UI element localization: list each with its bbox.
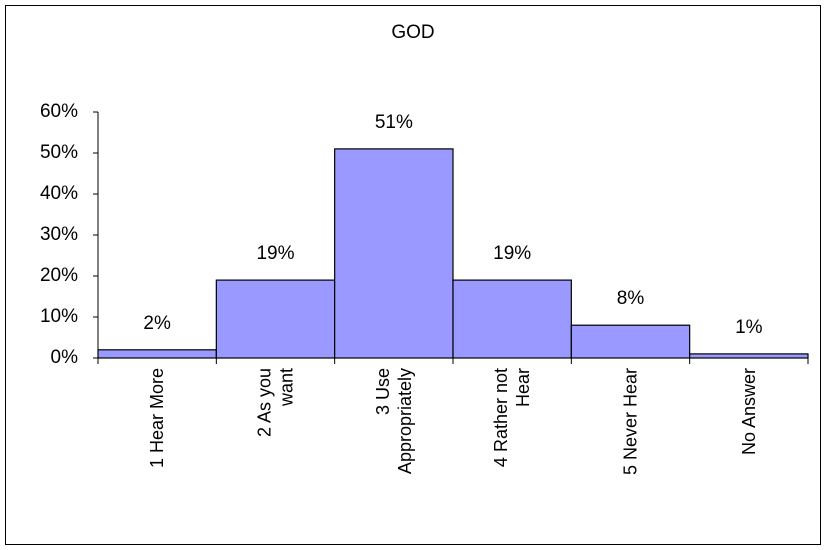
- bar: [334, 148, 454, 359]
- bar: [215, 279, 336, 359]
- value-label: 2%: [143, 313, 171, 334]
- y-tick-label: 30%: [40, 224, 78, 245]
- value-label: 19%: [493, 243, 531, 264]
- y-tick-label: 50%: [40, 142, 78, 163]
- bar: [452, 279, 572, 359]
- y-tick-label: 40%: [40, 183, 78, 204]
- bar: [689, 353, 809, 359]
- x-tick-label: No Answer: [738, 368, 759, 456]
- y-tick-label: 60%: [40, 101, 78, 122]
- x-tick-label: 2 As you want: [254, 368, 297, 438]
- bar: [97, 349, 217, 359]
- bar: [570, 324, 691, 359]
- y-tick-label: 10%: [40, 306, 78, 327]
- y-tick-label: 0%: [51, 347, 79, 368]
- value-label: 8%: [617, 288, 645, 309]
- value-label: 19%: [256, 243, 294, 264]
- x-tick-label: 3 Use Appropriately: [372, 368, 415, 475]
- chart-title: GOD: [391, 22, 434, 43]
- x-tick-label: 1 Hear More: [147, 368, 168, 469]
- y-tick-label: 20%: [40, 265, 78, 286]
- value-label: 51%: [375, 112, 413, 133]
- value-label: 1%: [735, 317, 763, 338]
- x-tick-label: 4 Rather not Hear: [491, 368, 534, 468]
- x-tick-label: 5 Never Hear: [620, 368, 641, 476]
